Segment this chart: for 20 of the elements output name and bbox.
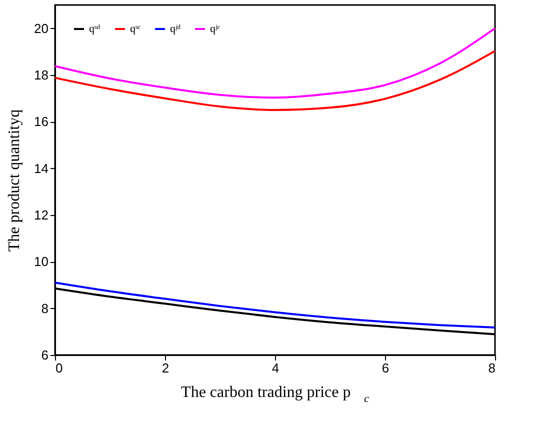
y-tick-label: 12 [34,208,48,222]
y-tick-label: 8 [41,300,48,316]
x-tick-label: 2 [162,360,170,376]
y-tick-label: 14 [34,160,48,176]
y-tick-label: 6 [41,348,48,362]
y-tick-label: 10 [34,254,48,270]
line-series [54,50,496,111]
y-tick-label: 18 [34,68,48,82]
x-tick-label: 0 [56,360,63,376]
x-tick-label: 8 [488,360,496,376]
legend-label: qˢᵈ [89,23,101,35]
y-axis-title: The product quantityq [6,109,24,252]
legend-label: qˢᶜ [130,23,141,35]
y-tick-label: 20 [34,20,48,36]
x-tick-label: 4 [272,360,280,376]
y-tick-label: 16 [34,114,48,130]
legend-label: qʲᶜ [210,23,220,35]
line-series [54,282,496,328]
legend-label: qʲᵈ [170,23,182,35]
x-tick-label: 6 [382,360,390,376]
